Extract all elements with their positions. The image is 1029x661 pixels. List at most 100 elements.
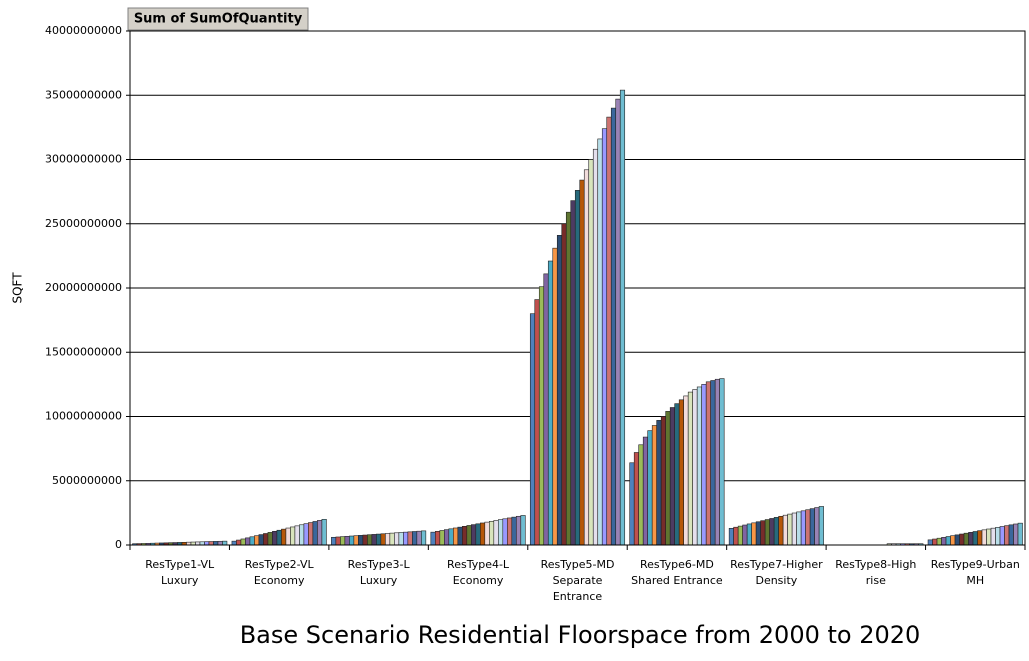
bar <box>588 159 594 546</box>
bar <box>945 536 951 546</box>
bar <box>714 378 720 546</box>
bar <box>340 536 346 546</box>
bar <box>430 531 436 546</box>
bar <box>764 519 770 546</box>
bar <box>696 386 702 546</box>
bar <box>245 537 251 546</box>
bar <box>529 313 536 546</box>
y-tick-label: 25000000000 <box>45 217 122 230</box>
bar <box>317 520 323 546</box>
bar <box>435 531 441 546</box>
bar <box>701 384 707 546</box>
field-button[interactable] <box>127 7 309 31</box>
bar <box>506 517 513 546</box>
bar <box>579 179 585 546</box>
bar <box>809 508 815 546</box>
x-tick-label: ResType5-MD Separate Entrance <box>541 558 615 603</box>
y-axis-label: SQFT <box>11 272 25 304</box>
bar <box>927 539 933 546</box>
bar <box>267 532 273 546</box>
bar <box>312 521 318 546</box>
y-tick-label: 40000000000 <box>45 24 122 37</box>
bar <box>638 444 644 546</box>
bar <box>453 527 459 546</box>
bar <box>742 524 748 546</box>
bar <box>276 529 282 546</box>
bar <box>950 535 956 546</box>
bar <box>800 510 806 546</box>
bar <box>656 420 662 546</box>
x-tick-label: ResType6-MD Shared Entrance <box>631 558 723 587</box>
bar <box>981 529 987 546</box>
bar <box>475 523 481 546</box>
bar <box>760 520 766 546</box>
bar <box>678 399 684 546</box>
bar <box>471 524 477 546</box>
bar <box>538 286 545 546</box>
y-tick-label: 30000000000 <box>45 153 122 166</box>
bar <box>751 522 757 546</box>
bar <box>380 533 386 546</box>
bar <box>936 537 942 546</box>
bar <box>489 520 495 546</box>
bar <box>335 536 341 546</box>
bar <box>665 411 671 546</box>
bar <box>1008 524 1014 546</box>
bar <box>954 534 960 546</box>
bar <box>493 520 499 546</box>
bar <box>294 525 300 546</box>
bar <box>574 190 581 546</box>
bar <box>204 541 210 546</box>
bar <box>520 515 526 546</box>
bar <box>773 517 779 546</box>
bar <box>217 540 223 546</box>
bar <box>683 395 689 546</box>
bar <box>601 128 608 546</box>
x-tick-label: ResType7-Higher Density <box>730 558 823 587</box>
bar <box>290 526 296 546</box>
bar <box>778 515 784 546</box>
bar <box>972 531 978 546</box>
x-tick-label: ResType1-VL Luxury <box>145 558 215 587</box>
field-button-label[interactable]: Sum of SumOfQuantity <box>134 12 303 27</box>
bar <box>349 535 355 546</box>
bar <box>394 532 400 546</box>
bar <box>746 523 752 546</box>
bar <box>814 507 820 546</box>
bar <box>497 519 504 546</box>
bar <box>782 514 788 546</box>
bar <box>796 511 802 546</box>
bar <box>281 528 287 546</box>
bar <box>407 531 413 546</box>
bar <box>303 523 309 546</box>
bar <box>552 247 558 546</box>
bar <box>240 538 246 546</box>
bar <box>412 531 418 546</box>
bar <box>999 526 1005 546</box>
y-tick-label: 0 <box>115 538 122 551</box>
y-tick-label: 35000000000 <box>45 88 122 101</box>
bar <box>556 235 563 546</box>
bar <box>705 381 711 546</box>
bar <box>986 528 992 546</box>
bar <box>263 533 269 546</box>
bar <box>362 534 368 546</box>
bar <box>561 223 567 546</box>
bar <box>385 533 391 546</box>
bar <box>619 89 626 546</box>
bar <box>299 524 305 546</box>
chart-title: Base Scenario Residential Floorspace fro… <box>240 621 921 649</box>
bar <box>543 273 549 546</box>
bar <box>633 452 640 546</box>
bar <box>669 407 675 546</box>
bar <box>674 403 680 546</box>
bar <box>367 534 373 546</box>
bar <box>592 148 599 546</box>
bar <box>236 539 242 546</box>
bar <box>222 540 228 546</box>
x-tick-label: ResType4-L Economy <box>447 558 510 587</box>
bar <box>959 533 965 546</box>
bar <box>416 530 422 546</box>
bar <box>502 518 508 546</box>
bar <box>358 535 364 546</box>
